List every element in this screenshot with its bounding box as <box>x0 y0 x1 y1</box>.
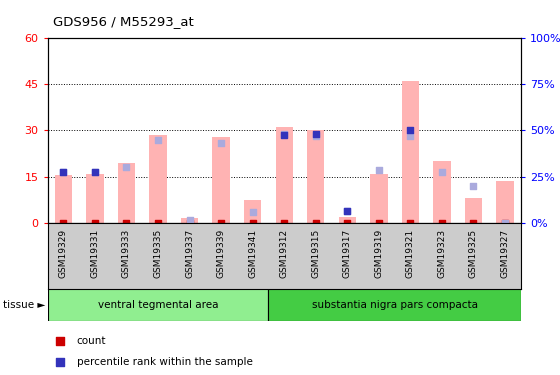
Bar <box>212 136 230 223</box>
Bar <box>402 81 419 223</box>
Text: GSM19331: GSM19331 <box>90 228 100 278</box>
Bar <box>55 175 72 223</box>
Point <box>279 131 289 137</box>
Point <box>122 164 131 170</box>
Point <box>406 133 415 139</box>
Point <box>501 220 510 226</box>
Text: GSM19321: GSM19321 <box>406 228 415 278</box>
Bar <box>496 182 514 223</box>
Text: GSM19315: GSM19315 <box>311 228 320 278</box>
Point <box>217 220 226 226</box>
Point <box>90 169 100 175</box>
Point <box>501 220 510 226</box>
Point <box>374 167 383 173</box>
Bar <box>181 219 198 223</box>
Bar <box>48 289 268 321</box>
Bar <box>244 200 262 223</box>
Point <box>437 169 446 175</box>
Text: GSM19323: GSM19323 <box>437 228 446 278</box>
Bar <box>118 163 135 223</box>
Point <box>248 220 257 226</box>
Bar <box>370 174 388 223</box>
Point <box>406 128 415 134</box>
Text: tissue ►: tissue ► <box>3 300 45 310</box>
Point <box>279 220 289 226</box>
Point <box>90 220 100 226</box>
Text: GSM19335: GSM19335 <box>153 228 162 278</box>
Point <box>59 169 68 175</box>
Point <box>153 220 162 226</box>
Point <box>469 220 478 226</box>
Text: GSM19341: GSM19341 <box>248 228 257 278</box>
Bar <box>86 174 104 223</box>
Text: GDS956 / M55293_at: GDS956 / M55293_at <box>53 15 194 28</box>
Text: GSM19312: GSM19312 <box>279 228 289 278</box>
Point <box>374 220 383 226</box>
Text: ventral tegmental area: ventral tegmental area <box>98 300 218 310</box>
Text: GSM19325: GSM19325 <box>469 228 478 278</box>
Point <box>437 220 446 226</box>
Bar <box>465 198 482 223</box>
Point <box>59 220 68 226</box>
Bar <box>339 217 356 223</box>
Point <box>279 132 289 138</box>
Text: GSM19319: GSM19319 <box>374 228 384 278</box>
Point <box>421 119 430 125</box>
Point <box>185 217 194 223</box>
Bar <box>433 161 451 223</box>
Text: GSM19339: GSM19339 <box>217 228 226 278</box>
Point <box>248 209 257 215</box>
Bar <box>307 130 324 223</box>
Text: percentile rank within the sample: percentile rank within the sample <box>77 357 253 367</box>
Point <box>343 220 352 226</box>
Point <box>343 208 352 214</box>
Text: substantia nigra pars compacta: substantia nigra pars compacta <box>311 300 478 310</box>
Text: GSM19333: GSM19333 <box>122 228 131 278</box>
Bar <box>150 135 167 223</box>
Point <box>185 220 194 226</box>
Point <box>217 140 226 146</box>
Text: GSM19329: GSM19329 <box>59 228 68 278</box>
Point <box>421 314 430 320</box>
Point <box>311 133 320 139</box>
Text: GSM19327: GSM19327 <box>501 228 510 278</box>
Point <box>406 220 415 226</box>
Point <box>122 220 131 226</box>
Point <box>153 136 162 142</box>
Bar <box>268 289 521 321</box>
Point <box>90 169 100 175</box>
Point <box>343 208 352 214</box>
Text: count: count <box>77 336 106 345</box>
Text: GSM19317: GSM19317 <box>343 228 352 278</box>
Point <box>311 220 320 226</box>
Point <box>469 183 478 189</box>
Bar <box>276 127 293 223</box>
Text: GSM19337: GSM19337 <box>185 228 194 278</box>
Point <box>311 131 320 137</box>
Point <box>59 169 68 175</box>
